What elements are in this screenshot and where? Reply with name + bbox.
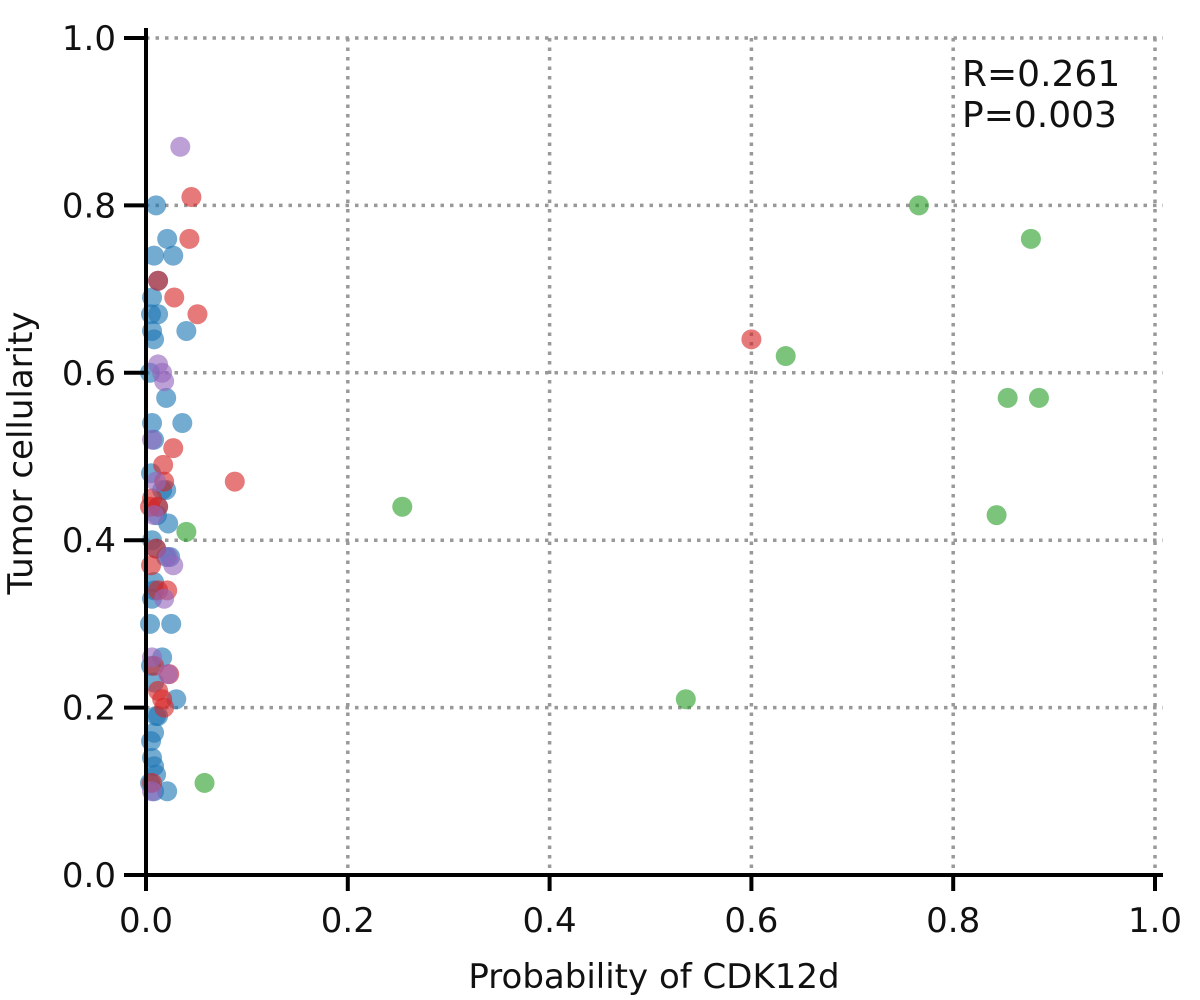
data-point [163, 555, 184, 576]
y-tick-label: 0.6 [62, 354, 116, 394]
data-point [181, 187, 202, 208]
data-point [176, 320, 197, 341]
data-point [675, 689, 696, 710]
ticks: 0.0 0.2 0.4 0.6 0.8 1.0 0.0 0.2 0.4 0.6 0.8 1.0 [62, 19, 1182, 941]
data-point [157, 228, 178, 249]
y-tick-label: 0.4 [62, 521, 116, 561]
data-point [161, 613, 182, 634]
data-point [1028, 387, 1049, 408]
data-point [179, 228, 200, 249]
data-point [392, 496, 413, 517]
y-axis-label: Tumor cellularity [1, 311, 41, 595]
data-point [741, 329, 762, 350]
data-point [148, 270, 169, 291]
data-point [997, 387, 1018, 408]
data-point [140, 613, 161, 634]
y-tick-label: 1.0 [62, 19, 116, 59]
data-point [156, 387, 177, 408]
x-tick-label: 0.0 [119, 901, 173, 941]
data-point [154, 697, 175, 718]
data-point [153, 454, 174, 475]
data-point [986, 505, 1007, 526]
data-point [146, 471, 167, 492]
data-point [154, 588, 175, 609]
data-point [224, 471, 245, 492]
x-tick-label: 0.6 [724, 901, 778, 941]
y-tick-label: 0.2 [62, 689, 116, 729]
data-point [172, 413, 193, 434]
data-point [908, 195, 929, 216]
x-tick-label: 1.0 [1128, 901, 1182, 941]
p-value-annotation: P=0.003 [962, 95, 1117, 136]
data-point [154, 371, 175, 392]
data-point [158, 664, 179, 685]
x-tick-label: 0.4 [523, 901, 577, 941]
data-point [164, 287, 185, 308]
x-tick-label: 0.8 [926, 901, 980, 941]
x-tick-label: 0.2 [321, 901, 375, 941]
data-point [194, 772, 215, 793]
data-point [157, 781, 178, 802]
data-point [170, 136, 191, 157]
data-point [146, 195, 167, 216]
data-points [140, 136, 1049, 802]
data-point [163, 245, 184, 266]
data-point [1020, 228, 1041, 249]
data-point [163, 438, 184, 459]
data-point [144, 329, 165, 350]
data-point [775, 346, 796, 367]
data-point [144, 245, 165, 266]
data-point [187, 304, 208, 325]
y-tick-label: 0.8 [62, 186, 116, 226]
axes [144, 28, 1163, 877]
correlation-annotation: R=0.261 [962, 54, 1120, 95]
y-tick-label: 0.0 [62, 856, 116, 896]
x-axis-label: Probability of CDK12d [468, 957, 839, 997]
grid-lines [146, 36, 1163, 875]
data-point [144, 505, 165, 526]
data-point [176, 521, 197, 542]
